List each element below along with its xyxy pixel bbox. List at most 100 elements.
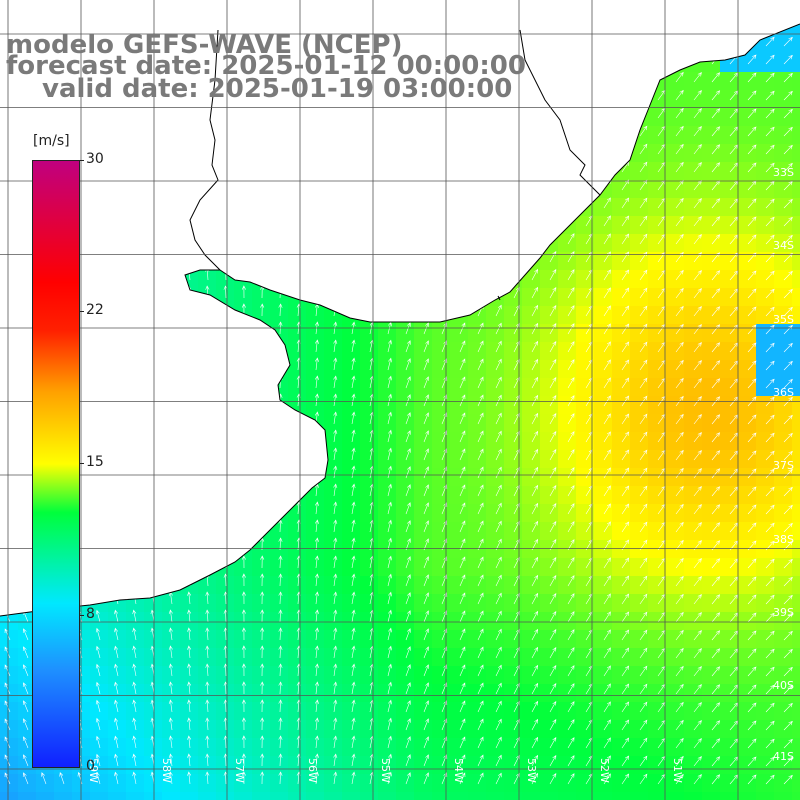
field-cell [324, 468, 342, 486]
field-cell [702, 378, 720, 396]
field-cell [414, 540, 432, 558]
wind-arrow [675, 71, 684, 83]
field-cell [648, 144, 666, 162]
field-cell [504, 612, 522, 630]
field-cell [612, 414, 630, 432]
field-cell [594, 522, 612, 540]
field-cell [774, 378, 792, 396]
wind-arrow [693, 306, 702, 317]
field-cell [216, 630, 234, 648]
field-cell [342, 774, 360, 792]
field-cell [90, 684, 108, 702]
field-cell [540, 486, 558, 504]
field-cell [738, 468, 756, 486]
field-cell [792, 702, 800, 720]
field-cell [396, 774, 414, 792]
wind-arrow [783, 108, 793, 119]
wind-arrow [765, 450, 775, 461]
wind-arrow [513, 664, 520, 677]
field-cell [126, 774, 144, 792]
field-cell [594, 504, 612, 522]
field-cell [702, 216, 720, 234]
wind-arrow [639, 323, 648, 335]
field-cell [648, 360, 666, 378]
field-cell [738, 180, 756, 198]
wind-arrow [783, 378, 793, 389]
field-cell [378, 774, 396, 792]
field-cell [522, 504, 540, 522]
field-cell [792, 252, 800, 270]
field-cell [306, 306, 324, 324]
wind-arrow [4, 700, 11, 713]
wind-arrow [711, 504, 721, 515]
field-cell [756, 522, 774, 540]
field-cell [324, 774, 342, 792]
colorbar-tickmark [79, 463, 84, 464]
field-cell [468, 324, 486, 342]
wind-arrow [405, 628, 411, 641]
wind-arrow [205, 609, 210, 623]
wind-arrow [747, 432, 757, 443]
field-cell [576, 324, 594, 342]
wind-arrow [278, 627, 283, 641]
field-cell [756, 396, 774, 414]
field-cell [504, 432, 522, 450]
field-cell [702, 738, 720, 756]
wind-arrow [278, 681, 283, 695]
field-cell [792, 414, 800, 432]
field-cell [702, 144, 720, 162]
wind-arrow [693, 234, 702, 245]
wind-arrow [351, 537, 356, 551]
wind-arrow [114, 717, 119, 731]
field-cell [540, 648, 558, 666]
wind-arrow [114, 753, 119, 767]
field-cell [738, 414, 756, 432]
wind-arrow [187, 771, 192, 785]
wind-arrow [351, 645, 356, 659]
field-cell [720, 648, 738, 666]
field-cell [522, 738, 540, 756]
field-cell [558, 774, 576, 792]
wind-arrow [241, 591, 246, 605]
wind-arrow [387, 375, 392, 389]
wind-arrow [765, 720, 775, 731]
wind-arrow [405, 448, 411, 461]
field-cell [612, 216, 630, 234]
wind-arrow [675, 431, 684, 443]
field-cell [702, 360, 720, 378]
wind-arrow [675, 449, 684, 461]
wind-arrow [603, 449, 611, 461]
wind-arrow [567, 611, 575, 623]
wind-arrow [114, 609, 119, 623]
wind-arrow [477, 718, 484, 731]
field-cell [396, 486, 414, 504]
field-cell [738, 234, 756, 252]
wind-arrow [531, 556, 539, 569]
wind-arrow [387, 537, 392, 551]
wind-arrow [95, 753, 101, 767]
field-cell [792, 612, 800, 630]
field-cell [468, 756, 486, 774]
field-cell [90, 648, 108, 666]
field-cell [576, 306, 594, 324]
field-cell [450, 486, 468, 504]
wind-arrow [4, 736, 11, 749]
wind-arrow [747, 72, 757, 83]
field-cell [450, 576, 468, 594]
colorbar-tick-label: 30 [86, 151, 104, 167]
field-cell [792, 666, 800, 684]
field-cell [738, 342, 756, 360]
wind-arrow [621, 701, 630, 713]
wind-arrow [351, 483, 356, 497]
field-cell [234, 648, 252, 666]
wind-arrow [459, 700, 466, 713]
wind-arrow [567, 269, 575, 281]
wind-arrow [639, 467, 648, 479]
field-cell [378, 522, 396, 540]
field-cell [162, 720, 180, 738]
field-cell [702, 414, 720, 432]
wind-arrow [567, 431, 575, 443]
wind-arrow [513, 628, 520, 641]
wind-arrow [531, 394, 539, 407]
wind-arrow [621, 323, 630, 335]
